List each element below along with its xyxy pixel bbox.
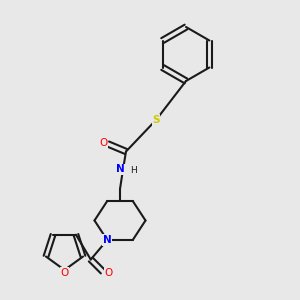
Text: N: N (103, 235, 112, 245)
Text: O: O (104, 268, 112, 278)
Text: S: S (152, 115, 160, 125)
Text: H: H (130, 166, 137, 175)
Text: N: N (116, 164, 125, 175)
Text: O: O (99, 137, 108, 148)
Text: O: O (60, 268, 69, 278)
